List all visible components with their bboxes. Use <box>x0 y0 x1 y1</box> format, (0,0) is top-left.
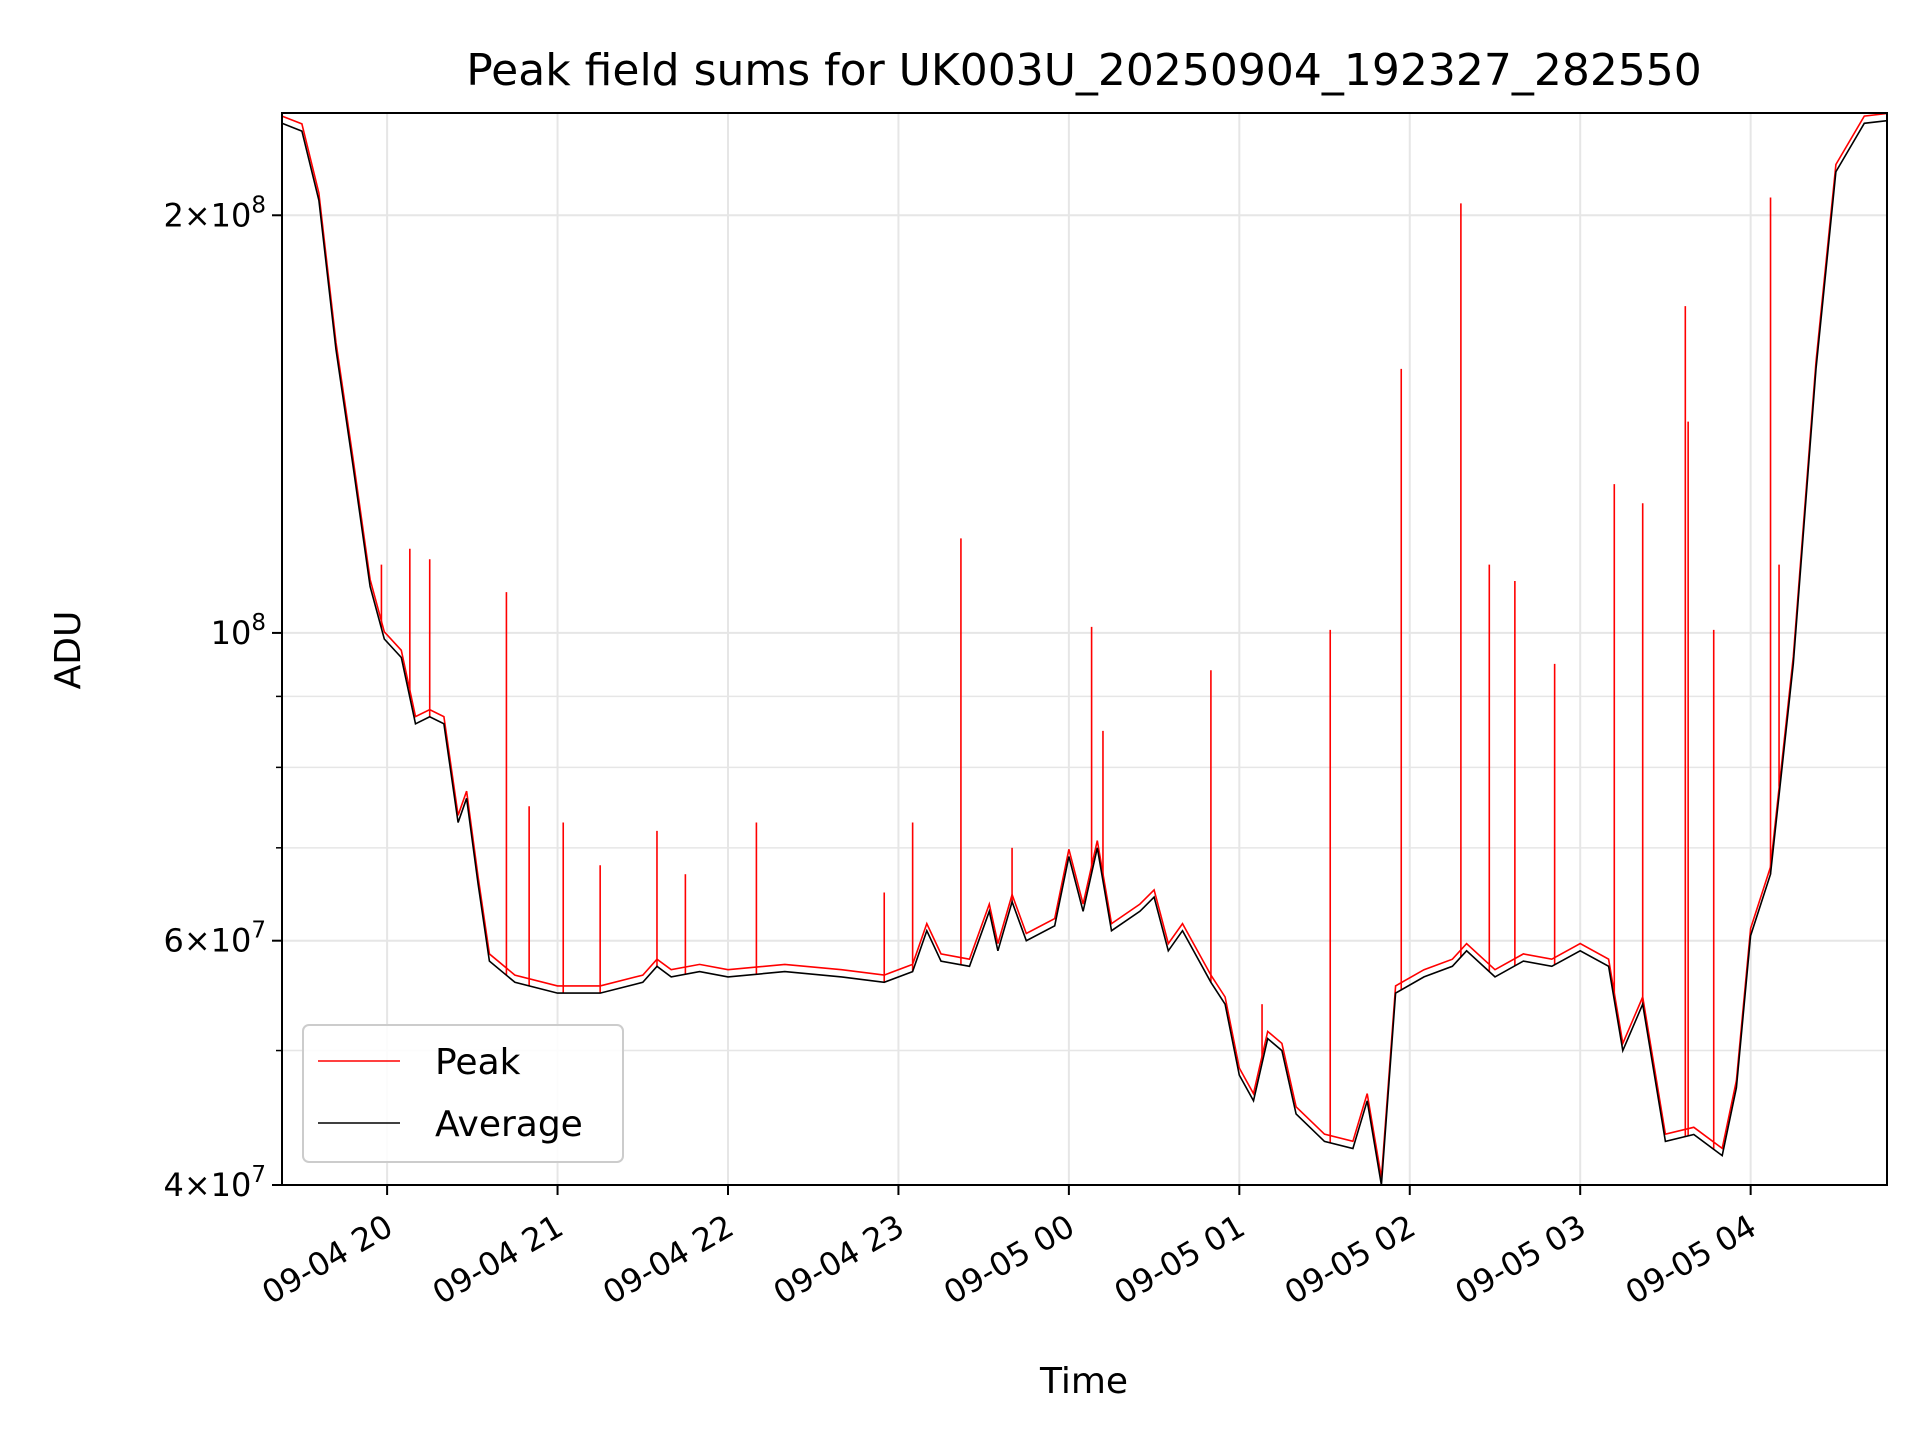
legend: Peak Average <box>302 1024 624 1163</box>
series-line-peak <box>281 112 1888 1178</box>
chart-title: Peak field sums for UK003U_20250904_1923… <box>466 45 1702 96</box>
plot-frame <box>281 112 1888 1186</box>
series-line-average <box>281 119 1888 1186</box>
y-tick-label: 4×107 <box>163 1162 266 1204</box>
legend-label-peak: Peak <box>435 1042 521 1083</box>
legend-label-average: Average <box>435 1104 583 1145</box>
series-layer <box>281 112 1888 1186</box>
y-tick-label: 6×107 <box>163 918 266 960</box>
x-axis-label: Time <box>1039 1361 1128 1402</box>
legend-box <box>302 1024 624 1163</box>
y-tick-label: 2×108 <box>163 192 266 234</box>
y-axis-label: ADU <box>48 611 89 690</box>
